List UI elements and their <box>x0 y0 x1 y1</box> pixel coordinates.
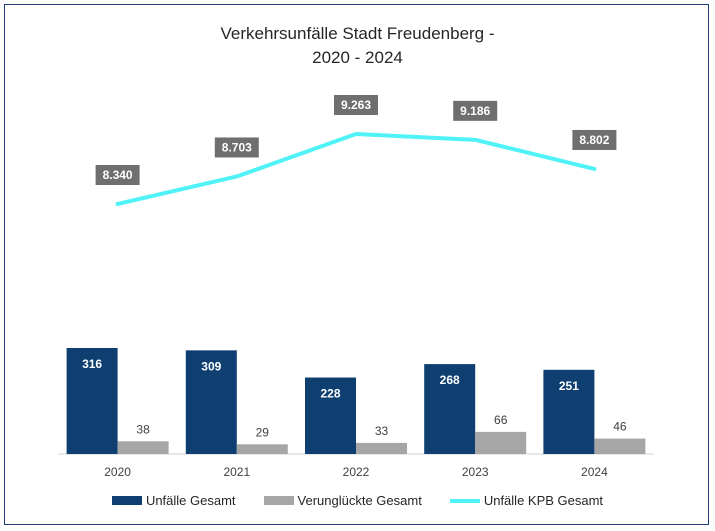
data-label-verunglueckte-2021: 29 <box>256 425 270 439</box>
legend-item-verunglueckte: Verunglückte Gesamt <box>263 493 422 508</box>
legend-label-verunglueckte: Verunglückte Gesamt <box>297 493 422 508</box>
chart-title-line-1: Verkehrsunfälle Stadt Freudenberg - <box>220 24 495 43</box>
legend-swatch-unfaelle <box>111 496 142 505</box>
legend-label-unfaelle: Unfälle Gesamt <box>145 493 236 508</box>
bar-verunglueckte-2024 <box>594 438 646 454</box>
x-tick-label-2023: 2023 <box>462 465 489 479</box>
data-label-kpb-2023: 9.186 <box>460 104 490 118</box>
bar-verunglueckte-2021 <box>236 444 288 454</box>
bar-unfaelle-2022 <box>305 377 356 454</box>
x-tick-label-2020: 2020 <box>104 465 131 479</box>
data-label-unfaelle-2023: 268 <box>440 373 460 387</box>
bar-unfaelle-2020 <box>66 348 118 454</box>
data-label-box-kpb-2022 <box>334 95 378 115</box>
data-label-box-kpb-2024 <box>572 129 617 150</box>
x-tick-label-2024: 2024 <box>581 465 608 479</box>
data-label-unfaelle-2021: 309 <box>201 359 221 373</box>
data-label-unfaelle-2020: 316 <box>82 357 102 371</box>
bar-verunglueckte-2022 <box>356 442 407 454</box>
bar-verunglueckte-2023 <box>475 431 527 454</box>
data-label-verunglueckte-2022: 33 <box>375 424 389 438</box>
line-kpb <box>115 132 597 206</box>
bar-unfaelle-2021 <box>185 350 237 454</box>
legend-item-unfaelle: Unfälle Gesamt <box>111 493 236 508</box>
data-label-verunglueckte-2023: 66 <box>494 413 508 427</box>
legend-label-kpb: Unfälle KPB Gesamt <box>483 493 604 508</box>
legend-swatch-kpb <box>449 498 480 503</box>
data-label-kpb-2024: 8.802 <box>579 133 609 147</box>
data-label-box-kpb-2021 <box>214 137 259 158</box>
legend-swatch-verunglueckte <box>263 496 294 505</box>
x-tick-label-2021: 2021 <box>223 465 250 479</box>
data-label-verunglueckte-2020: 38 <box>136 422 150 436</box>
data-label-verunglueckte-2024: 46 <box>613 420 627 434</box>
data-label-box-kpb-2023 <box>453 100 498 121</box>
bar-unfaelle-2023 <box>424 364 476 454</box>
data-label-unfaelle-2022: 228 <box>320 387 340 401</box>
legend-item-kpb: Unfälle KPB Gesamt <box>449 493 604 508</box>
data-label-unfaelle-2024: 251 <box>559 379 579 393</box>
chart-title: Verkehrsunfälle Stadt Freudenberg - 2020… <box>0 22 715 70</box>
legend: Unfälle Gesamt Verunglückte Gesamt Unfäl… <box>0 493 715 508</box>
bar-verunglueckte-2020 <box>117 441 169 454</box>
bar-unfaelle-2024 <box>543 369 595 454</box>
chart-title-line-2: 2020 - 2024 <box>312 48 403 67</box>
data-label-box-kpb-2020 <box>95 165 140 185</box>
data-label-kpb-2020: 8.340 <box>103 168 133 182</box>
data-label-kpb-2022: 9.263 <box>341 98 371 112</box>
data-label-kpb-2021: 8.703 <box>222 140 252 154</box>
x-tick-label-2022: 2022 <box>343 465 370 479</box>
